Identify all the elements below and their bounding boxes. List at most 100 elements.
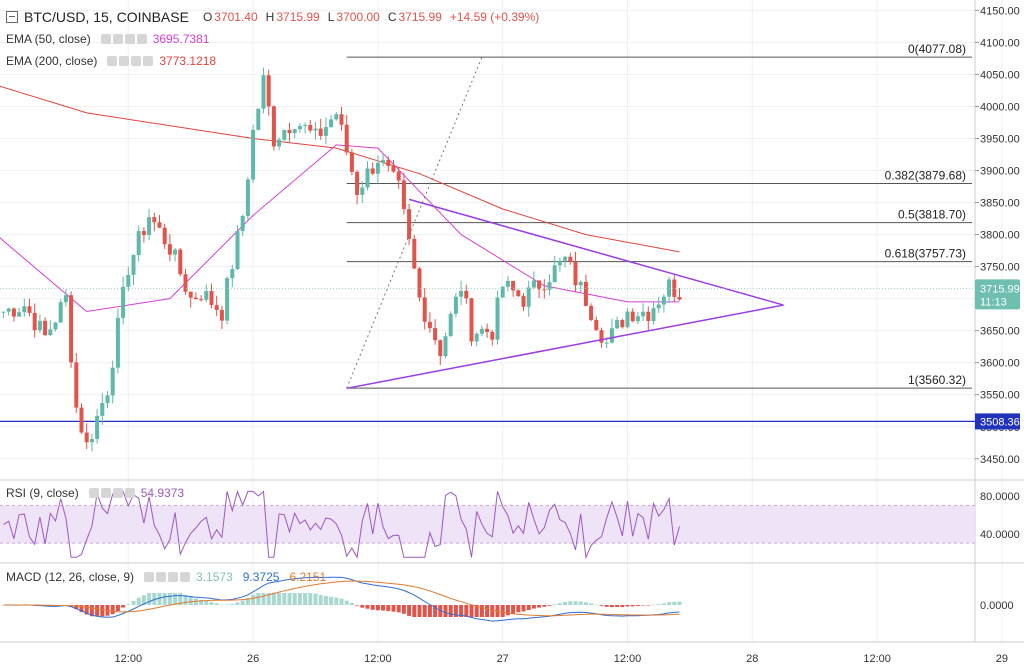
macd-hist-bar [303,593,308,605]
candle [261,75,266,109]
macd-hist-bar [443,605,448,617]
candle [469,298,474,342]
candle [542,289,547,291]
rsi-controls[interactable] [88,488,135,498]
candle [438,340,443,357]
macd-hist-bar [609,605,614,608]
price-tick-label: 3900.00 [980,166,1020,178]
candle [334,114,339,120]
time-tick-label: 12:00 [364,653,392,665]
macd-hist-bar [464,605,469,617]
macd-hist-bar [323,596,328,605]
candle [381,159,386,163]
candles[interactable] [1,67,682,452]
macd-hist-bar [500,605,505,617]
triangle-pattern[interactable] [346,198,784,390]
candle [635,316,640,322]
candle [386,159,391,166]
macd-hist-bar [651,604,656,606]
macd-hist-bar [542,605,547,607]
macd-hist-value: 3.1573 [196,570,233,584]
candle [157,222,162,228]
rsi-tick-label: 80.0000 [980,491,1020,503]
candle [240,216,245,232]
ema200-controls[interactable] [107,56,154,66]
symbol-title[interactable]: BTC/USD, 15, COINBASE [24,9,189,25]
macd-hist-bar [568,601,573,605]
candle [422,297,427,322]
macd-hist-bar [474,605,479,617]
candle [105,395,110,404]
ema50-controls[interactable] [100,34,147,44]
macd-hist-bar [401,605,406,614]
candle [126,274,131,287]
rsi-legend[interactable]: RSI (9, close) 54.9373 [6,486,184,500]
macd-macd-value: 9.3725 [242,570,280,584]
macd-line [3,576,680,622]
macd-hist-bar [126,604,131,605]
macd-legend[interactable]: MACD (12, 26, close, 9) 3.1573 9.3725 6.… [6,570,326,584]
macd-hist-bar [526,605,531,611]
macd-controls[interactable] [144,572,191,582]
macd-hist-bar [308,593,313,605]
main-header: BTC/USD, 15, COINBASE O 3701.40 H 3715.9… [6,9,547,25]
macd-hist-bar [583,602,588,605]
candle [297,126,302,130]
candle [552,265,557,283]
macd-hist-bar [313,593,318,605]
candle [230,269,235,279]
macd-hist-bar [214,603,219,605]
candle [349,152,354,172]
macd-hist-bar [251,594,256,605]
fib-retracement[interactable]: 0(4077.08) 0.382(3879.68) 0.5(3818.70) 0.61… [346,42,972,389]
macd-hist-bar [199,599,204,605]
candle [225,278,230,321]
macd-hist-bar [219,604,224,606]
macd-hist-bar [485,605,490,617]
ema200-legend[interactable]: EMA (200, close) 3773.1218 [6,54,216,68]
candle [672,279,677,297]
rsi-label: RSI (9, close) [6,486,79,500]
candle [1,311,6,313]
candle [485,328,490,332]
macd-hist-bar [89,605,94,617]
macd-hist-bar [141,595,146,605]
candle [219,309,224,321]
high-label: H [265,10,275,24]
macd-hist-bar [152,593,157,605]
macd-hist-bar [297,593,302,605]
candle [58,302,63,323]
macd-hist-bar [318,594,323,605]
candle [178,249,183,275]
candle [355,171,360,195]
candle [433,328,438,341]
candle [646,311,651,321]
candle [443,336,448,357]
macd-hist-bar [635,605,640,606]
ema50-legend[interactable]: EMA (50, close) 3695.7381 [6,32,209,46]
candle [594,319,599,331]
candle [656,304,661,309]
candle [620,319,625,328]
macd-hist-bar [370,605,375,610]
macd-hist-bar [349,602,354,605]
candle [27,306,32,313]
ema50-label: EMA (50, close) [6,32,91,46]
macd-hist-bar [329,596,334,605]
open-label: O [202,10,213,24]
price-tick-label: 4050.00 [980,69,1020,81]
macd-hist-bar [677,601,682,605]
candle [453,296,458,314]
current-price-badge [975,279,1020,310]
candle [365,168,370,188]
collapse-icon[interactable] [6,11,18,23]
macd-hist-bar [334,597,339,605]
ema50-value: 3695.7381 [152,32,210,46]
macd-label: MACD (12, 26, close, 9) [6,570,135,584]
low-label: L [327,10,335,24]
candle [344,124,349,153]
candle [630,311,635,322]
candle [100,403,105,416]
candle [287,129,292,134]
